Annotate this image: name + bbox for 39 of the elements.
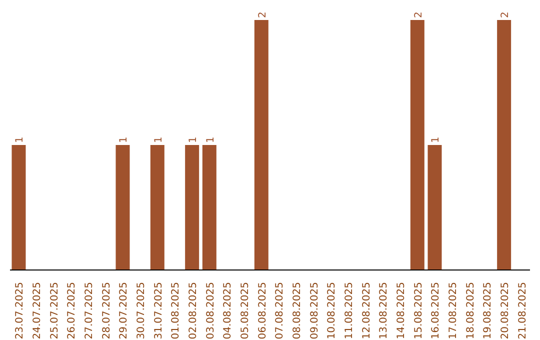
x-tick-label: 11.08.2025	[344, 282, 355, 340]
x-tick-label: 30.07.2025	[136, 282, 147, 340]
x-tick-label: 01.08.2025	[170, 282, 182, 340]
x-tick-label: 07.08.2025	[274, 282, 286, 340]
data-label: 2	[257, 12, 268, 18]
data-label: 1	[118, 136, 130, 143]
data-label: 1	[14, 136, 26, 143]
x-tick-label: 08.08.2025	[292, 282, 303, 340]
data-label: 1	[153, 136, 164, 143]
x-tick-label: 02.08.2025	[188, 282, 199, 340]
data-label: 1	[430, 136, 442, 143]
x-tick-label: 14.08.2025	[396, 282, 407, 340]
x-tick-label: 09.08.2025	[309, 282, 320, 340]
data-label: 2	[413, 12, 424, 18]
x-tick-label: 10.08.2025	[326, 282, 338, 340]
x-tick-label: 18.08.2025	[465, 282, 476, 340]
x-tick-label: 13.08.2025	[378, 282, 390, 340]
x-tick-label: 26.07.2025	[66, 282, 78, 340]
x-tick-label: 20.08.2025	[500, 282, 511, 340]
data-label: 1	[205, 136, 216, 143]
x-tick-label: 03.08.2025	[205, 282, 216, 340]
x-tick-label: 05.08.2025	[240, 282, 251, 340]
x-tick-label: 31.07.2025	[153, 282, 164, 340]
x-tick-label: 21.08.2025	[517, 282, 528, 340]
data-label: 1	[188, 136, 200, 143]
x-tick-label: 12.08.2025	[361, 282, 372, 340]
x-tick-label: 04.08.2025	[222, 282, 234, 340]
x-tick-label: 24.07.2025	[32, 282, 43, 340]
x-tick-label: 16.08.2025	[430, 282, 442, 340]
x-tick-label: 28.07.2025	[101, 282, 112, 340]
x-tick-label: 23.07.2025	[14, 282, 26, 340]
x-tick-label: 25.07.2025	[49, 282, 60, 340]
x-tick-label: 19.08.2025	[482, 282, 494, 340]
x-tick-label: 27.07.2025	[84, 282, 95, 340]
data-label: 2	[500, 12, 512, 18]
x-tick-label: 06.08.2025	[257, 282, 268, 340]
x-tick-label: 15.08.2025	[413, 282, 424, 340]
x-tick-label: 17.08.2025	[448, 282, 459, 340]
x-tick-label: 29.07.2025	[118, 282, 130, 340]
